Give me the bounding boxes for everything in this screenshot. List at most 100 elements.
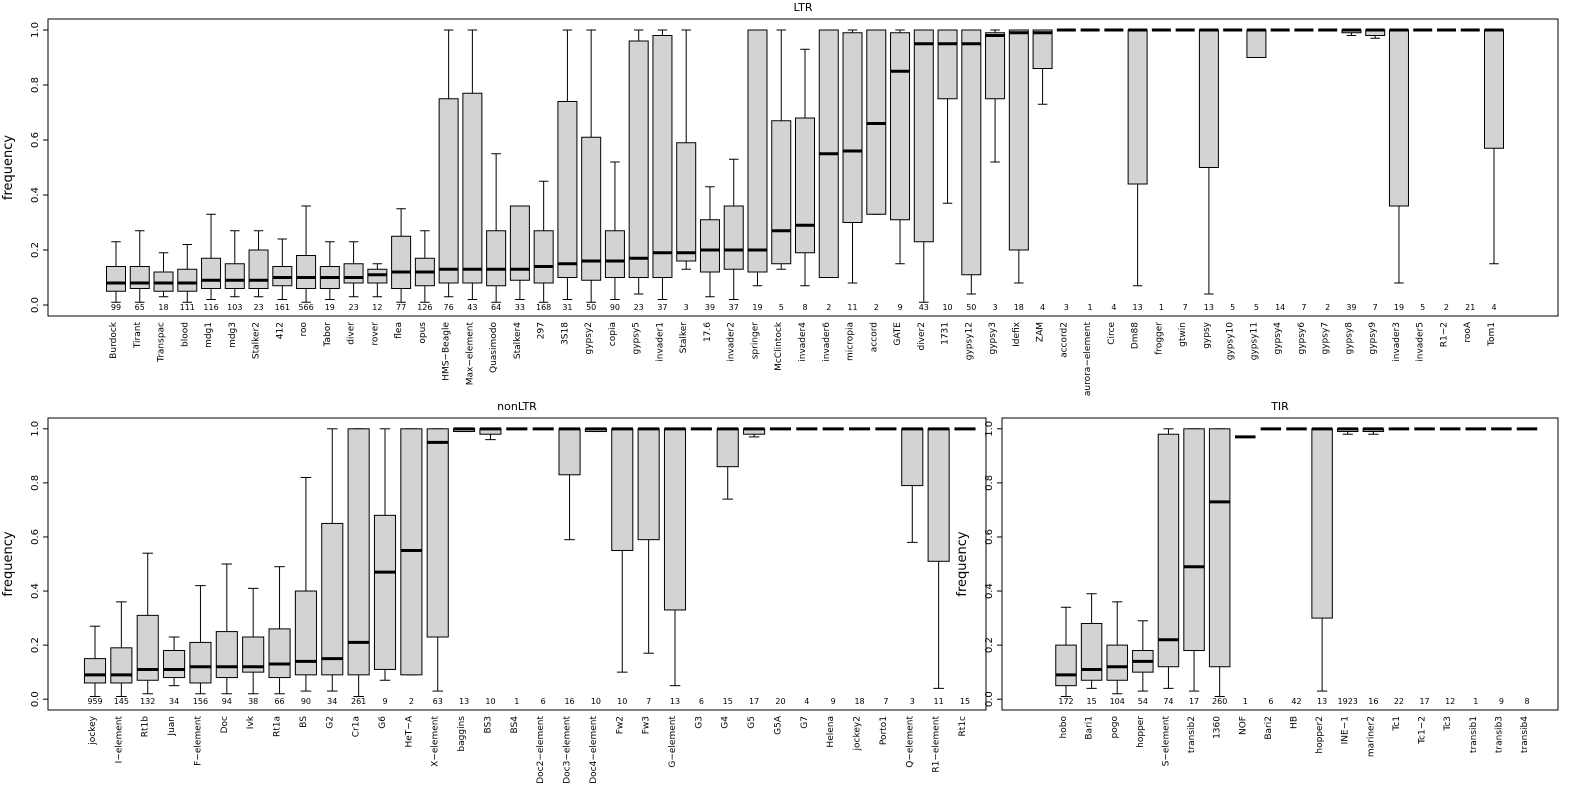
count-label: 43 [919,303,929,312]
count-label: 17 [1189,697,1199,706]
x-tick-label: GATE [893,322,903,346]
x-tick-label: G5A [773,715,783,735]
count-label: 19 [752,303,762,312]
x-tick-label: Burdock [109,321,119,359]
count-label: 16 [564,697,574,706]
x-tick-label: Bari1 [1085,716,1095,740]
box [557,101,578,278]
count-label: 76 [444,303,454,312]
box [1106,644,1128,681]
count-label: 14 [1275,303,1285,312]
x-tick-label: rover [370,322,380,346]
count-label: 38 [248,697,258,706]
x-tick-label: mdg1 [204,322,214,348]
count-label: 156 [193,697,208,706]
y-tick-label: 0.4 [30,583,41,599]
y-tick-label: 0.0 [30,297,41,313]
x-tick-label: 1731 [941,322,951,345]
x-tick-label: transib3 [1494,716,1504,753]
x-tick-label: Doc4−element [589,716,599,784]
x-tick-label: HeT−A [404,715,414,747]
count-label: 15 [960,697,970,706]
x-tick-label: X−element [431,716,441,767]
count-label: 260 [1212,697,1227,706]
x-tick-label: baggins [457,716,467,752]
count-label: 10 [942,303,952,312]
x-tick-label: Fw2 [615,716,625,734]
x-tick-label: Q−element [905,716,915,768]
count-label: 5 [779,303,784,312]
x-tick-label: invader1 [655,322,665,362]
box [611,428,634,551]
box [189,641,212,684]
count-label: 50 [966,303,976,312]
chart-title: nonLTR [497,400,537,413]
count-label: 50 [586,303,596,312]
count-label: 1923 [1338,697,1358,706]
count-label: 126 [417,303,432,312]
box [637,428,660,541]
x-tick-label: invader2 [727,322,737,362]
x-tick-label: Helena [826,716,836,748]
x-tick-label: invader6 [822,322,832,362]
box [1080,622,1103,681]
box [842,32,863,223]
x-tick-label: BS3 [483,716,493,733]
count-label: 43 [467,303,477,312]
count-label: 8 [1524,697,1529,706]
x-tick-label: INE−1 [1341,716,1351,744]
count-label: 16 [1368,697,1378,706]
count-label: 6 [699,697,704,706]
plot-frame [47,417,987,711]
count-label: 11 [847,303,857,312]
box [1032,29,1053,69]
x-tick-label: 17.6 [703,322,713,342]
box [1208,428,1231,668]
box [747,29,768,273]
x-tick-label: 3S18 [560,322,570,345]
y-tick-label: 0.0 [984,691,995,707]
box [486,230,507,287]
count-label: 2 [409,697,414,706]
count-label: 39 [705,303,715,312]
count-label: 103 [227,303,242,312]
count-label: 3 [684,303,689,312]
count-label: 4 [1040,303,1045,312]
y-tick-label: 0.2 [30,242,41,258]
y-tick-label: 0.8 [984,475,995,491]
count-label: 13 [670,697,680,706]
count-label: 23 [348,303,358,312]
count-label: 2 [826,303,831,312]
x-tick-label: jockey2 [853,716,863,751]
x-tick-label: 1360 [1213,716,1223,739]
count-label: 4 [1111,303,1116,312]
x-tick-label: F−element [193,716,203,766]
y-tick-label: 0.2 [984,637,995,653]
count-label: 99 [111,303,121,312]
box [177,268,198,292]
y-tick-label: 0.4 [984,583,995,599]
x-tick-label: gypsy5 [632,322,642,355]
box [676,142,697,262]
box [1183,428,1205,652]
box [391,235,412,289]
count-label: 7 [883,697,888,706]
x-tick-label: Max−element [465,322,475,386]
box [699,219,720,273]
x-tick-label: pogo [1110,716,1120,739]
y-axis-label: frequency [1,135,16,201]
box [105,266,127,292]
box [129,266,150,289]
y-tick-label: 0.6 [30,132,41,148]
y-tick-label: 0.0 [30,691,41,707]
box [604,230,625,278]
count-label: 8 [802,303,807,312]
box [558,428,581,476]
x-tick-label: frogger [1154,322,1164,355]
count-label: 5 [1420,303,1425,312]
count-label: 9 [382,697,387,706]
box [771,120,792,265]
count-label: 54 [1138,697,1148,706]
box [927,428,950,562]
